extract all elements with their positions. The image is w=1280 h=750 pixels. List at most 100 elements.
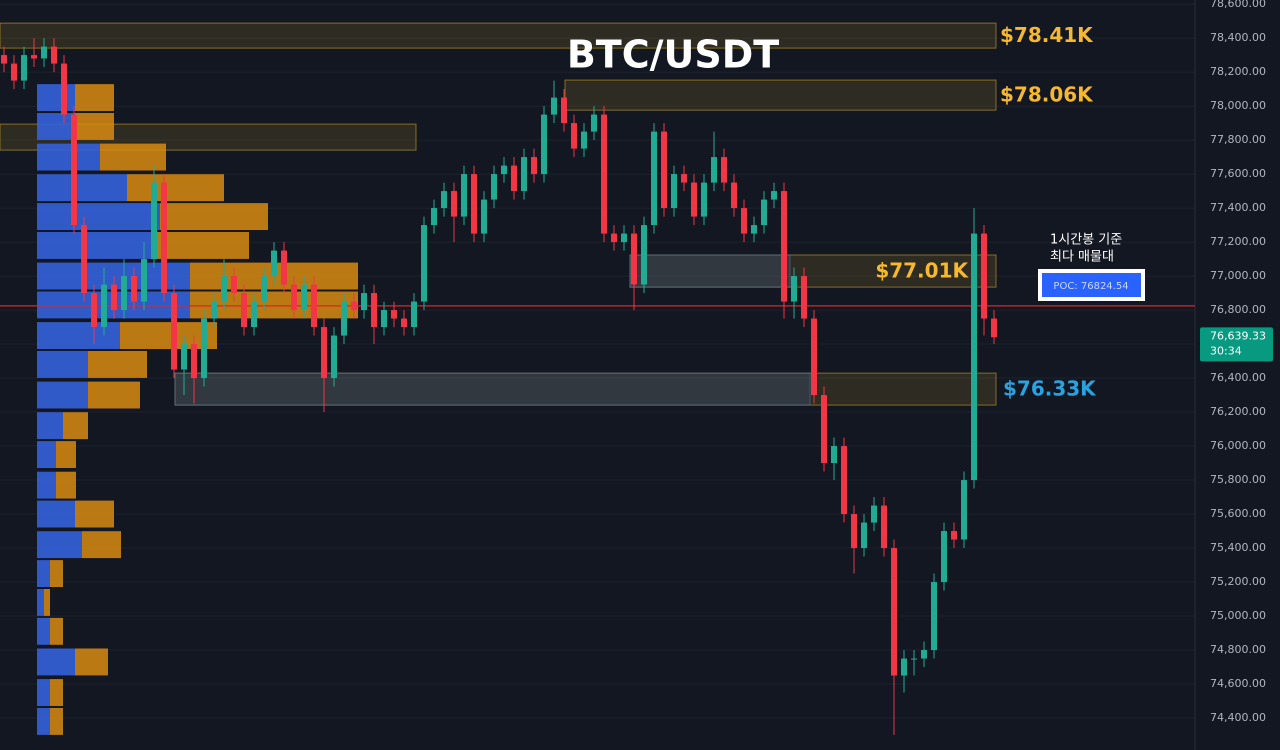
candle-body <box>731 182 737 209</box>
candle-body <box>251 301 257 328</box>
annotation: 1시간봉 기준 <box>1050 233 1122 248</box>
y-tick-label: 74,800.00 <box>1210 643 1266 656</box>
countdown: 30:34 <box>1210 344 1242 357</box>
candle-body <box>141 259 147 302</box>
candle-body <box>181 344 187 370</box>
candle-body <box>491 174 497 200</box>
candle-body <box>951 531 957 540</box>
y-tick-label: 78,600.00 <box>1210 0 1266 10</box>
zone-part <box>174 372 811 406</box>
poc-label: POC: 76824.54 <box>1053 281 1128 292</box>
profile-buy <box>37 588 44 616</box>
candle-body <box>111 284 117 311</box>
profile-buy <box>37 322 120 350</box>
profile-buy <box>37 113 75 140</box>
candle-body <box>221 276 227 302</box>
candle-body <box>431 208 437 226</box>
candle-body <box>371 293 377 328</box>
candle-body <box>261 276 267 302</box>
candle-body <box>231 276 237 294</box>
candle-body <box>501 165 507 175</box>
candle-body <box>301 284 307 311</box>
candle-body <box>361 293 367 311</box>
profile-buy <box>37 412 63 440</box>
current-price-label: 76,639.33 <box>1210 329 1266 342</box>
candle-body <box>931 582 937 651</box>
candle-body <box>21 55 27 81</box>
candle-body <box>771 191 777 200</box>
candle-body <box>131 276 137 302</box>
candle-body <box>401 318 407 328</box>
profile-sell <box>44 588 50 616</box>
profile-buy <box>37 500 75 528</box>
profile-sell <box>75 648 108 676</box>
y-tick-label: 76,800.00 <box>1210 303 1266 316</box>
candle-body <box>211 301 217 319</box>
candle-body <box>571 123 577 149</box>
profile-sell <box>127 174 224 202</box>
candle-body <box>521 157 527 192</box>
profile-sell <box>56 441 76 469</box>
candle-body <box>711 157 717 183</box>
profile-sell <box>160 203 268 231</box>
candle-body <box>821 395 827 464</box>
candle-body <box>891 548 897 676</box>
candle-body <box>671 174 677 209</box>
profile-buy <box>37 617 50 645</box>
candle-body <box>561 97 567 124</box>
current-price-box <box>1200 327 1273 362</box>
y-tick-label: 77,000.00 <box>1210 269 1266 282</box>
candle-body <box>811 318 817 396</box>
candle-body <box>661 131 667 209</box>
zone-label: $78.41K <box>1000 23 1094 47</box>
candle-body <box>701 182 707 217</box>
candle-body <box>621 233 627 243</box>
zone-label: $78.06K <box>1000 83 1094 107</box>
candle-body <box>291 284 297 311</box>
profile-buy <box>37 84 75 112</box>
profile-sell <box>155 232 249 259</box>
candle-body <box>471 174 477 234</box>
y-tick-label: 76,000.00 <box>1210 439 1266 452</box>
candle-body <box>591 114 597 132</box>
zone-label: $77.01K <box>875 259 969 283</box>
profile-sell <box>63 412 88 440</box>
profile-buy <box>37 441 56 469</box>
candle-body <box>741 208 747 234</box>
profile-sell <box>120 322 217 350</box>
profile-buy <box>37 174 127 202</box>
candle-body <box>241 293 247 328</box>
candle-body <box>841 446 847 515</box>
profile-buy <box>37 351 88 378</box>
candle-body <box>991 318 997 338</box>
candle-body <box>171 293 177 370</box>
profile-sell <box>50 560 63 587</box>
profile-sell <box>75 113 114 140</box>
candle-body <box>421 225 427 302</box>
profile-buy <box>37 531 82 559</box>
zone-label: $76.33K <box>1003 377 1097 401</box>
candle-body <box>911 658 917 660</box>
y-tick-label: 78,400.00 <box>1210 31 1266 44</box>
poc-box <box>1042 273 1141 297</box>
candle-body <box>41 46 47 59</box>
profile-buy <box>37 679 50 706</box>
candle-body <box>781 191 787 302</box>
y-tick-label: 77,800.00 <box>1210 133 1266 146</box>
zone <box>174 372 997 406</box>
candle-body <box>81 225 87 294</box>
candle-body <box>351 301 357 311</box>
y-tick-label: 74,400.00 <box>1210 711 1266 724</box>
profile-buy <box>37 381 88 409</box>
candle-body <box>551 97 557 115</box>
candle-body <box>721 157 727 183</box>
candle-body <box>641 225 647 285</box>
profile-sell <box>50 679 63 706</box>
candle-body <box>691 182 697 217</box>
profile-buy <box>37 648 75 676</box>
y-tick-label: 75,800.00 <box>1210 473 1266 486</box>
y-tick-label: 77,400.00 <box>1210 201 1266 214</box>
candle-body <box>861 522 867 549</box>
